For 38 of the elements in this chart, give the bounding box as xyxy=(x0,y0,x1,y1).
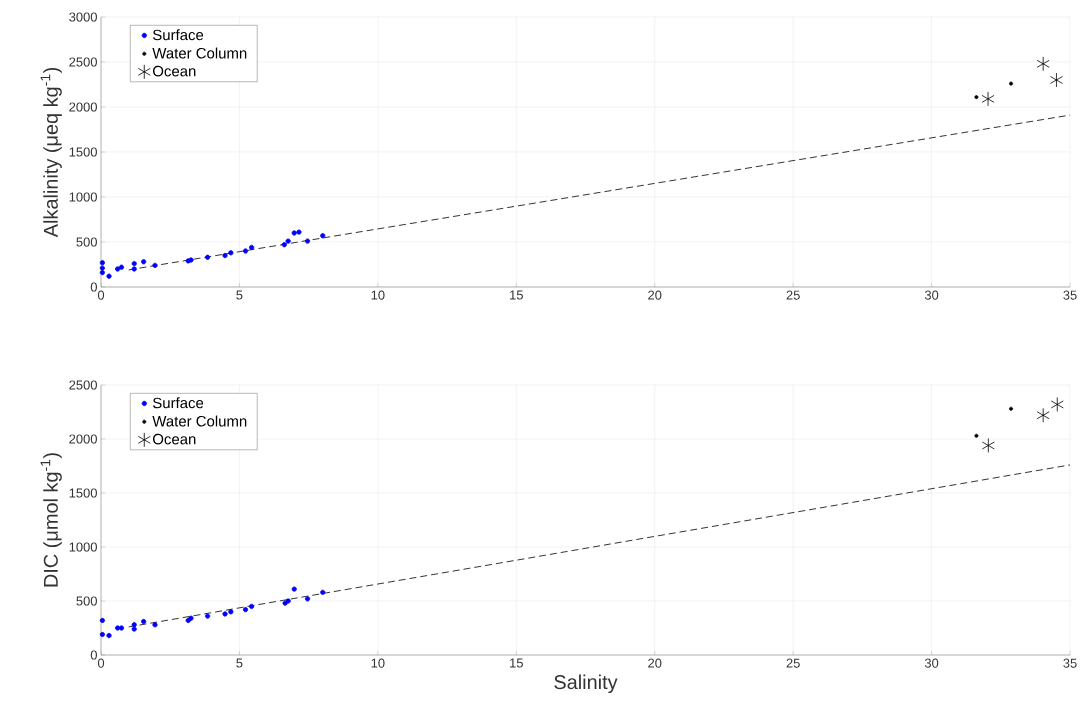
x-tick-label: 15 xyxy=(510,290,523,300)
y-tick-label: 500 xyxy=(76,237,97,247)
x-tick-label: 25 xyxy=(786,658,800,668)
y-axis-title: Alkalinity (μeq kg$^{-1}$) xyxy=(40,67,62,238)
legend-label: Water Column xyxy=(152,415,247,427)
y-tick-label: 2000 xyxy=(69,434,97,444)
x-tick-label: 20 xyxy=(648,290,662,300)
x-tick-label: 30 xyxy=(924,658,939,668)
legend-label: Surface xyxy=(152,397,204,409)
y-tick-label: 1500 xyxy=(69,147,97,157)
y-tick-label: 2500 xyxy=(69,57,97,67)
y-tick-label: 1500 xyxy=(69,488,97,498)
x-tick-label: 30 xyxy=(924,290,939,300)
x-tick-label: 20 xyxy=(648,658,662,668)
x-tick-label: 35 xyxy=(1063,290,1077,300)
legend-label: Surface xyxy=(152,29,204,41)
x-tick-label: 0 xyxy=(97,658,105,668)
x-tick-label: 25 xyxy=(786,290,800,300)
x-tick-label: 0 xyxy=(97,290,105,300)
x-tick-label: 10 xyxy=(371,290,385,300)
y-tick-label: 3000 xyxy=(69,12,97,22)
y-axis-title: DIC (μmol kg$^{-1}$) xyxy=(40,453,62,587)
y-tick-label: 0 xyxy=(90,650,97,660)
x-tick-label: 15 xyxy=(510,658,523,668)
y-tick-label: 2000 xyxy=(69,102,97,112)
legend-label: Ocean xyxy=(153,433,196,445)
y-tick-label: 0 xyxy=(90,282,97,292)
x-tick-label: 5 xyxy=(236,658,243,668)
x-tick-label: 10 xyxy=(371,658,385,668)
legend-label: Water Column xyxy=(152,47,247,59)
y-tick-label: 2500 xyxy=(69,380,97,390)
y-tick-label: 1000 xyxy=(69,542,97,552)
x-axis-title: Salinity xyxy=(554,674,618,694)
x-tick-label: 35 xyxy=(1063,658,1077,668)
y-tick-label: 1000 xyxy=(69,192,97,202)
legend-label: Ocean xyxy=(153,65,196,77)
y-tick-label: 500 xyxy=(76,596,97,606)
x-tick-label: 5 xyxy=(236,290,243,300)
